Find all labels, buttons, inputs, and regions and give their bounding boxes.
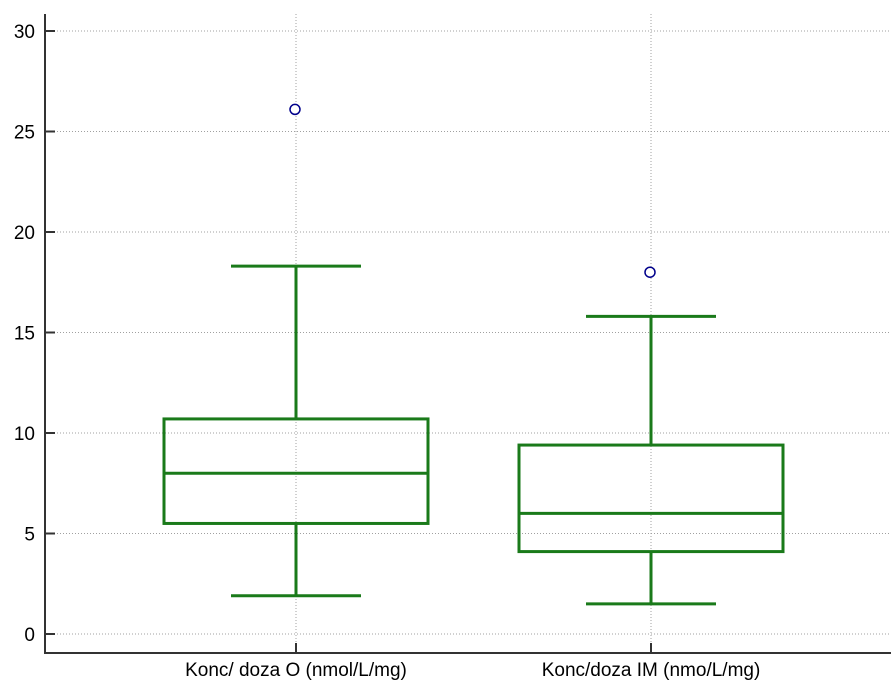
outlier-point <box>644 266 656 278</box>
iqr-box <box>162 417 430 525</box>
y-tick-label: 0 <box>24 625 35 646</box>
y-tick-label: 10 <box>14 424 35 445</box>
x-ticks: Konc/ doza O (nmol/L/mg) Konc/doza IM (n… <box>185 643 760 681</box>
y-ticks: 0 5 10 15 20 25 30 <box>14 22 55 646</box>
grid-lines <box>45 14 891 653</box>
boxes <box>162 103 785 606</box>
y-tick-label: 5 <box>24 525 35 546</box>
category-label: Konc/doza IM (nmo/L/mg) <box>542 660 761 681</box>
box-2 <box>517 266 785 606</box>
y-tick-label: 15 <box>14 324 35 345</box>
iqr-box <box>517 443 785 554</box>
axes <box>44 14 891 654</box>
category-label: Konc/ doza O (nmol/L/mg) <box>185 660 407 681</box>
y-tick-label: 20 <box>14 223 35 244</box>
box-1 <box>162 103 430 598</box>
y-tick-label: 25 <box>14 123 35 144</box>
y-tick-label: 30 <box>14 22 35 43</box>
outlier-point <box>289 103 301 116</box>
